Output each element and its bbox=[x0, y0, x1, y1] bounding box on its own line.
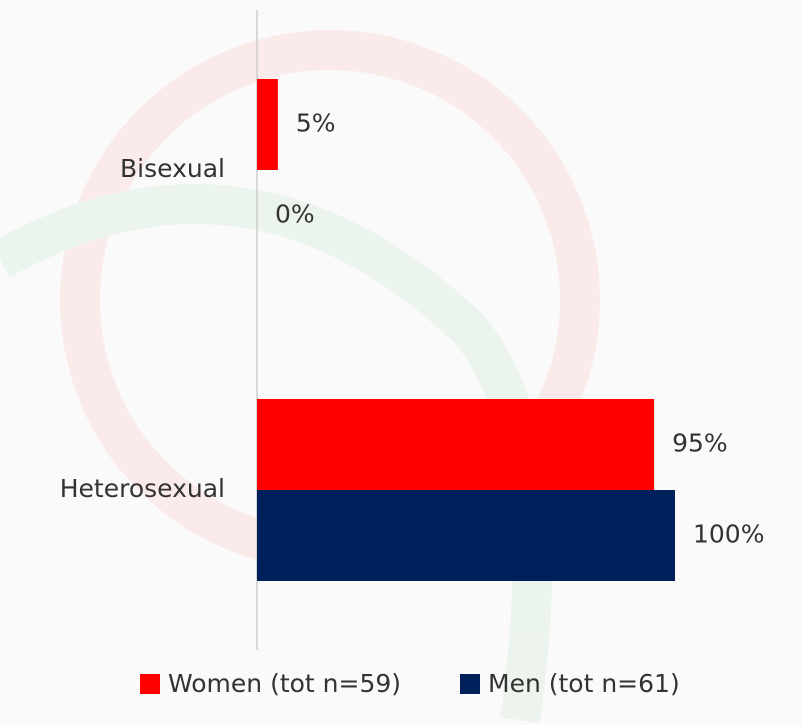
bar bbox=[257, 490, 675, 581]
value-label: 95% bbox=[672, 429, 728, 458]
bar bbox=[257, 79, 278, 170]
watermark bbox=[0, 30, 600, 723]
y-tick-label: Heterosexual bbox=[60, 474, 225, 503]
legend-label: Women (tot n=59) bbox=[168, 669, 401, 698]
value-label: 100% bbox=[693, 520, 764, 549]
y-tick-label: Bisexual bbox=[120, 154, 225, 183]
legend-label: Men (tot n=61) bbox=[488, 669, 680, 698]
value-label: 0% bbox=[275, 200, 315, 229]
legend-swatch bbox=[460, 674, 480, 694]
legend-swatch bbox=[140, 674, 160, 694]
value-label: 5% bbox=[296, 109, 336, 138]
bar bbox=[257, 399, 655, 490]
